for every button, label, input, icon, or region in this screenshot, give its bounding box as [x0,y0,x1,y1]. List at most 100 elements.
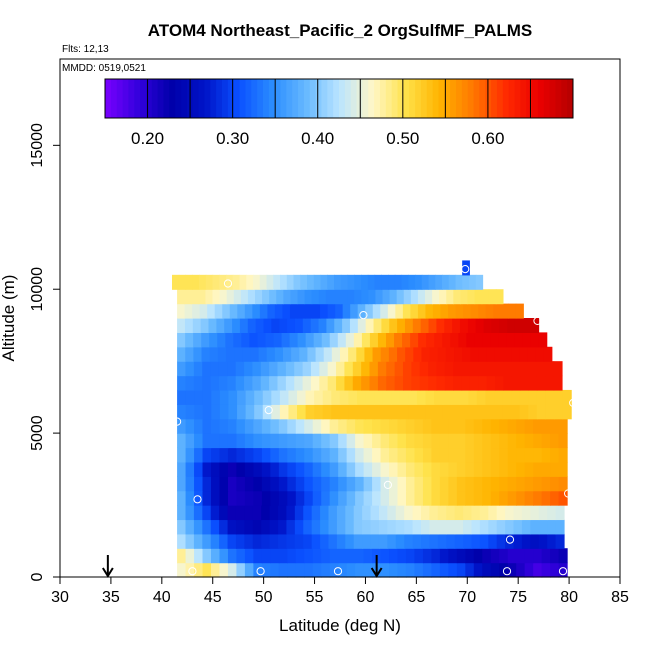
heatmap-cell [177,490,187,506]
heatmap-cell [177,548,187,564]
heatmap-cell [485,404,495,420]
heatmap-cell [194,447,204,463]
colorbar-segment [350,79,358,118]
heatmap-cell [185,490,195,506]
heatmap-cell [408,389,418,405]
heatmap-cell [454,505,464,521]
heatmap-cell [404,533,414,549]
colorbar-segment [374,79,381,118]
heatmap-cell [514,332,524,348]
heatmap-cell [355,562,365,578]
heatmap-cell [511,389,521,405]
heatmap-cell [416,404,427,420]
heatmap-cell [338,447,348,463]
heatmap-cell [442,274,450,290]
colorbar-segment [567,79,574,118]
heatmap-cell [261,433,271,449]
heatmap-cell [219,461,229,477]
heatmap-cell [468,389,478,405]
heatmap-cell [348,389,358,405]
heatmap-cell [490,476,500,492]
heatmap-cell [363,548,373,564]
heatmap-cell [558,461,568,477]
heatmap-cell [278,433,288,449]
heatmap-cell [451,389,461,405]
heatmap-cell [436,361,446,377]
heatmap-cell [212,289,221,305]
heatmap-cell [287,447,297,463]
heatmap-cell [290,289,299,305]
heatmap-cell [463,505,473,521]
colorbar-segment [379,79,387,118]
heatmap-cell [479,533,489,549]
heatmap-cell [219,505,229,521]
colorbar-segment [222,79,229,118]
heatmap-cell [285,361,295,377]
heatmap-cell [227,361,237,377]
colorbar-segment [456,79,463,118]
heatmap-cell [405,476,416,492]
heatmap-cell [239,274,247,290]
heatmap-cell [194,562,204,578]
heatmap-cell [516,461,526,477]
heatmap-cell [545,404,555,420]
heatmap-cell [362,505,372,521]
y-tick-label: 5000 [29,415,46,451]
heatmap-cell [369,375,379,391]
heatmap-cell [456,433,466,449]
colorbar-segment [163,79,170,118]
heatmap-cell [439,490,449,506]
heatmap-cell [234,346,243,362]
heatmap-cell [415,274,423,290]
heatmap-cell [411,361,421,377]
heatmap-cell [252,533,262,549]
heatmap-cell [219,562,229,578]
heatmap-cell [226,274,234,290]
heatmap-cell [506,332,516,348]
heatmap-cell [356,346,366,362]
heatmap-cell [555,533,565,549]
heatmap-cell [185,361,195,377]
heatmap-cell [488,289,497,305]
colorbar-segment [274,79,281,118]
heatmap-cell [462,260,470,276]
colorbar-segment [485,79,492,118]
x-tick-label: 70 [458,589,476,606]
heatmap-cell [528,389,538,405]
colorbar-segment [286,79,293,118]
heatmap-cell [521,519,531,535]
colorbar-segment [426,79,434,118]
heatmap-cell [277,361,287,377]
heatmap-cell [533,490,543,506]
heatmap-cell [193,346,203,362]
heatmap-cell [414,461,424,477]
heatmap-cell [239,318,249,333]
colorbar-segment [403,79,410,118]
heatmap-cell [530,505,540,521]
heatmap-cell [210,505,220,521]
heatmap-cell [244,476,254,492]
heatmap-cell [198,289,207,305]
colorbar-segment [268,79,276,118]
heatmap-cell [261,490,271,506]
heatmap-cell [253,490,263,506]
heatmap-cell [389,476,399,492]
heatmap-cell [550,461,560,477]
heatmap-cell [191,289,199,305]
heatmap-cell [228,389,238,405]
heatmap-cell [558,476,568,492]
colorbar-segment [356,79,363,118]
heatmap-cell [511,361,521,377]
heatmap-cell [521,533,531,549]
heatmap-cell [318,289,327,305]
heatmap-cell [387,505,397,521]
heatmap-cell [194,418,204,434]
heatmap-cell [508,303,517,319]
heatmap-cell [270,476,280,492]
heatmap-cell [448,548,458,564]
heatmap-cell [553,375,563,391]
heatmap-cell [253,418,263,434]
heatmap-cell [516,447,526,463]
heatmap-cell [271,404,281,420]
heatmap-cell [422,490,433,506]
